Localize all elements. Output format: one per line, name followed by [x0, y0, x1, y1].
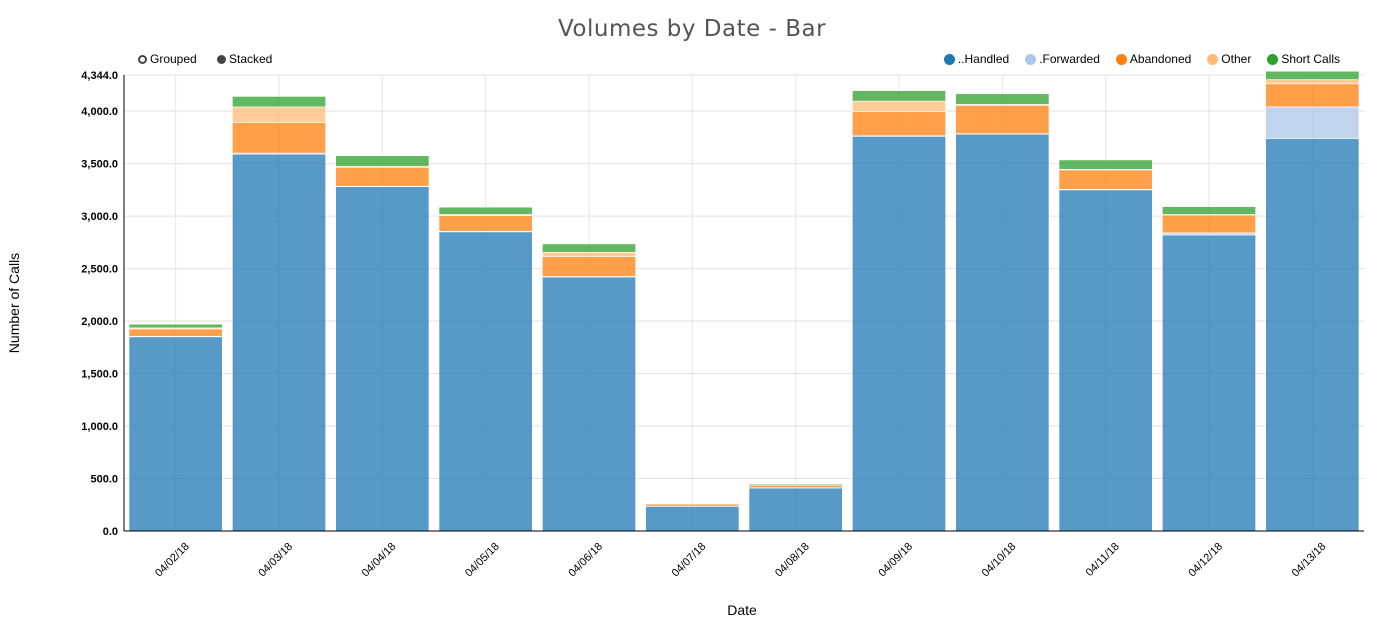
bar-segment: [439, 216, 532, 232]
bar-segment: [542, 252, 635, 256]
bar-segment: [956, 134, 1049, 531]
y-tick-label: 3,000.0: [81, 211, 118, 223]
bar-segment: [129, 324, 222, 328]
bar-segment: [749, 484, 842, 485]
x-tick-label: 04/03/18: [256, 541, 295, 580]
bar-segment: [336, 187, 429, 531]
bar-segment: [646, 504, 739, 506]
x-tick-label: 04/08/18: [773, 541, 812, 580]
x-tick-label: 04/13/18: [1290, 541, 1329, 580]
bar-segment: [1266, 107, 1359, 138]
x-tick-label: 04/10/18: [980, 541, 1019, 580]
bar-segment: [542, 277, 635, 531]
bar-segment: [439, 232, 532, 531]
bar-segment: [852, 91, 945, 101]
bar-segment: [232, 154, 325, 531]
x-tick-label: 04/09/18: [876, 541, 915, 580]
bar-segment: [232, 123, 325, 153]
y-tick-label: 1,500.0: [81, 369, 118, 381]
y-tick-label: 1,000.0: [81, 421, 118, 433]
y-tick-label: 2,000.0: [81, 316, 118, 328]
bar-segment: [129, 329, 222, 336]
bar-segment: [956, 94, 1049, 104]
bar-segment: [336, 156, 429, 166]
x-tick-label: 04/07/18: [670, 541, 709, 580]
bar-segment: [1059, 190, 1152, 531]
bar-segment: [1162, 233, 1255, 235]
y-tick-label: 2,500.0: [81, 264, 118, 276]
bar-segment: [232, 107, 325, 123]
x-tick-label: 04/05/18: [463, 541, 502, 580]
y-tick-label: 4,000.0: [81, 106, 118, 118]
bar-segment: [1059, 160, 1152, 169]
x-tick-label: 04/02/18: [153, 541, 192, 580]
x-tick-label: 04/04/18: [360, 541, 399, 580]
bar-segment: [1059, 170, 1152, 189]
bar-segment: [1162, 207, 1255, 215]
bar-segment: [749, 488, 842, 531]
bar-segment: [646, 506, 739, 531]
bar-segment: [1162, 235, 1255, 531]
bar-segment: [956, 105, 1049, 133]
bar-segment: [1266, 138, 1359, 531]
bar-segment: [439, 207, 532, 214]
bar-segment: [1266, 80, 1359, 84]
bar-segment: [852, 101, 945, 111]
bar-segment: [542, 256, 635, 276]
bar-segment: [1266, 71, 1359, 79]
x-tick-label: 04/12/18: [1186, 541, 1225, 580]
bar-segment: [1162, 215, 1255, 233]
bar-segment: [749, 485, 842, 488]
bar-segment: [129, 337, 222, 531]
bar-segment: [542, 244, 635, 252]
bar-segment: [232, 96, 325, 106]
y-tick-label: 500.0: [90, 474, 118, 486]
y-tick-label: 3,500.0: [81, 159, 118, 171]
bar-segment: [336, 167, 429, 186]
y-tick-label: 0.0: [103, 526, 118, 538]
y-max-label: 4,344.0: [81, 70, 118, 82]
x-tick-label: 04/11/18: [1084, 541, 1122, 579]
x-tick-label: 04/06/18: [566, 541, 605, 580]
bar-segment: [646, 503, 739, 504]
bar-segment: [852, 112, 945, 136]
bar-segment: [1266, 84, 1359, 107]
bar-segment: [852, 136, 945, 531]
